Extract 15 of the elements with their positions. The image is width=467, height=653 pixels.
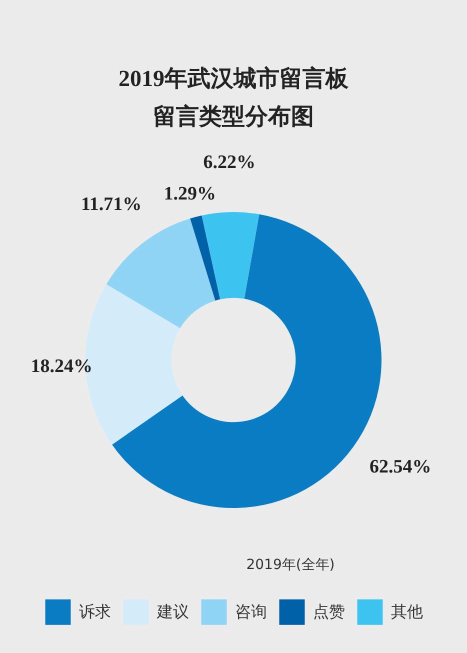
data-label: 11.71% <box>80 194 142 216</box>
text: 2019年(全年) <box>246 557 335 573</box>
donut-slice <box>202 212 260 300</box>
data-label: 6.22% <box>203 152 256 174</box>
legend-label: 咨询 <box>235 602 267 622</box>
chart-title: 2019年武汉城市留言板留言类型分布图 <box>118 65 350 129</box>
data-label: 18.24% <box>30 356 92 378</box>
legend-label: 点赞 <box>313 602 345 622</box>
data-label: 1.29% <box>164 184 216 205</box>
donut-slice <box>190 215 220 301</box>
legend-label: 其他 <box>391 602 423 622</box>
donut-slice <box>106 218 216 328</box>
legend-label: 建议 <box>156 602 189 622</box>
data-label: 62.54% <box>369 456 432 478</box>
legend-label: 诉求 <box>79 602 111 622</box>
